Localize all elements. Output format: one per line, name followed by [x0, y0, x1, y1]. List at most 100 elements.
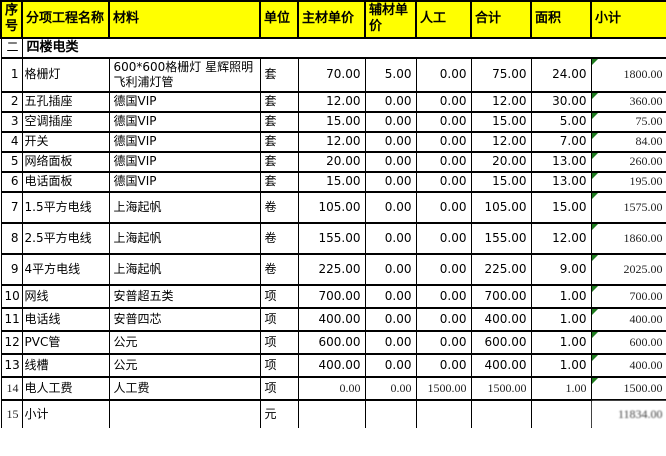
- cell-main[interactable]: 155.00: [297, 221, 366, 255]
- cell-material[interactable]: 上海起帆: [108, 190, 261, 224]
- cell-main[interactable]: 600.00: [297, 329, 366, 355]
- header-material[interactable]: 材料: [108, 0, 261, 39]
- cell-main[interactable]: 20.00: [297, 150, 366, 173]
- cell-no[interactable]: 14: [0, 375, 23, 401]
- cell-subtotal[interactable]: 700.00: [590, 283, 666, 309]
- cell-material[interactable]: 人工费: [108, 375, 261, 401]
- cell-subtotal[interactable]: 1860.00: [590, 221, 666, 255]
- cell-material[interactable]: 安普超五类: [108, 283, 261, 309]
- cell-aux[interactable]: 0.00: [364, 283, 417, 309]
- cell-material[interactable]: 上海起帆: [108, 221, 261, 255]
- cell-name[interactable]: 开关: [21, 130, 110, 153]
- cell-labor[interactable]: 0.00: [415, 90, 472, 113]
- cell-unit[interactable]: 套: [259, 56, 299, 93]
- cell-area[interactable]: 1.00: [530, 352, 592, 378]
- header-area[interactable]: 面积: [530, 0, 592, 39]
- header-main-price[interactable]: 主材单价: [297, 0, 366, 39]
- cell-area[interactable]: 9.00: [530, 252, 592, 286]
- cell-aux[interactable]: 0.00: [364, 190, 417, 224]
- cell-subtotal[interactable]: 195.00: [590, 170, 666, 193]
- cell-footer-aux[interactable]: [364, 398, 417, 428]
- cell-no[interactable]: 2: [0, 90, 23, 113]
- cell-area[interactable]: 15.00: [530, 190, 592, 224]
- cell-labor[interactable]: 0.00: [415, 283, 472, 309]
- cell-name[interactable]: 五孔插座: [21, 90, 110, 113]
- cell-unit[interactable]: 套: [259, 110, 299, 133]
- cell-name[interactable]: 网络面板: [21, 150, 110, 173]
- cell-unit[interactable]: 项: [259, 283, 299, 309]
- cell-no[interactable]: 5: [0, 150, 23, 173]
- cell-total[interactable]: 12.00: [470, 130, 532, 153]
- cell-aux[interactable]: 0.00: [364, 110, 417, 133]
- cell-aux[interactable]: 0.00: [364, 375, 417, 401]
- cell-unit[interactable]: 套: [259, 130, 299, 153]
- cell-labor[interactable]: 0.00: [415, 130, 472, 153]
- cell-area[interactable]: 12.00: [530, 221, 592, 255]
- cell-labor[interactable]: 0.00: [415, 56, 472, 93]
- cell-main[interactable]: 225.00: [297, 252, 366, 286]
- cell-no[interactable]: 8: [0, 221, 23, 255]
- cell-labor[interactable]: 0.00: [415, 306, 472, 332]
- cell-subtotal[interactable]: 400.00: [590, 306, 666, 332]
- cell-total[interactable]: 12.00: [470, 90, 532, 113]
- cell-section-title[interactable]: 四楼电类: [21, 36, 666, 59]
- cell-name[interactable]: 1.5平方电线: [21, 190, 110, 224]
- cell-main[interactable]: 105.00: [297, 190, 366, 224]
- cell-no[interactable]: 4: [0, 130, 23, 153]
- cell-aux[interactable]: 5.00: [364, 56, 417, 93]
- cell-area[interactable]: 1.00: [530, 283, 592, 309]
- cell-subtotal[interactable]: 2025.00: [590, 252, 666, 286]
- cell-material[interactable]: 德国VIP: [108, 90, 261, 113]
- cell-labor[interactable]: 0.00: [415, 221, 472, 255]
- cell-footer-no[interactable]: 15: [0, 398, 23, 428]
- cell-no[interactable]: 13: [0, 352, 23, 378]
- cell-unit[interactable]: 套: [259, 170, 299, 193]
- cell-area[interactable]: 7.00: [530, 130, 592, 153]
- cell-main[interactable]: 70.00: [297, 56, 366, 93]
- cell-subtotal[interactable]: 600.00: [590, 329, 666, 355]
- cell-subtotal[interactable]: 400.00: [590, 352, 666, 378]
- cell-main[interactable]: 700.00: [297, 283, 366, 309]
- cell-total[interactable]: 700.00: [470, 283, 532, 309]
- cell-subtotal[interactable]: 260.00: [590, 150, 666, 173]
- cell-subtotal[interactable]: 1500.00: [590, 375, 666, 401]
- cell-total[interactable]: 225.00: [470, 252, 532, 286]
- cell-material[interactable]: 德国VIP: [108, 110, 261, 133]
- cell-labor[interactable]: 1500.00: [415, 375, 472, 401]
- cell-labor[interactable]: 0.00: [415, 329, 472, 355]
- cell-unit[interactable]: 卷: [259, 221, 299, 255]
- cell-labor[interactable]: 0.00: [415, 170, 472, 193]
- cell-total[interactable]: 15.00: [470, 170, 532, 193]
- cell-no[interactable]: 3: [0, 110, 23, 133]
- cell-main[interactable]: 12.00: [297, 130, 366, 153]
- cell-unit[interactable]: 项: [259, 352, 299, 378]
- cell-section-no[interactable]: 二: [0, 36, 23, 59]
- cell-footer-name[interactable]: 小计: [21, 398, 110, 428]
- cell-subtotal[interactable]: 84.00: [590, 130, 666, 153]
- cell-unit[interactable]: 卷: [259, 190, 299, 224]
- cell-aux[interactable]: 0.00: [364, 130, 417, 153]
- cell-footer-unit[interactable]: 元: [259, 398, 299, 428]
- cell-total[interactable]: 155.00: [470, 221, 532, 255]
- cell-aux[interactable]: 0.00: [364, 150, 417, 173]
- cell-unit[interactable]: 项: [259, 306, 299, 332]
- cell-aux[interactable]: 0.00: [364, 306, 417, 332]
- cell-labor[interactable]: 0.00: [415, 190, 472, 224]
- cell-area[interactable]: 24.00: [530, 56, 592, 93]
- cell-material[interactable]: 安普四芯: [108, 306, 261, 332]
- cell-footer-total[interactable]: [470, 398, 532, 428]
- header-total[interactable]: 合计: [470, 0, 532, 39]
- cell-area[interactable]: 5.00: [530, 110, 592, 133]
- cell-no[interactable]: 10: [0, 283, 23, 309]
- cell-material[interactable]: 上海起帆: [108, 252, 261, 286]
- cell-material[interactable]: 德国VIP: [108, 170, 261, 193]
- cell-area[interactable]: 13.00: [530, 170, 592, 193]
- cell-total[interactable]: 105.00: [470, 190, 532, 224]
- header-no[interactable]: 序号: [0, 0, 23, 39]
- cell-labor[interactable]: 0.00: [415, 352, 472, 378]
- cell-labor[interactable]: 0.00: [415, 110, 472, 133]
- cell-unit[interactable]: 套: [259, 90, 299, 113]
- cell-name[interactable]: 电人工费: [21, 375, 110, 401]
- cell-name[interactable]: 空调插座: [21, 110, 110, 133]
- header-aux-price[interactable]: 辅材单价: [364, 0, 417, 39]
